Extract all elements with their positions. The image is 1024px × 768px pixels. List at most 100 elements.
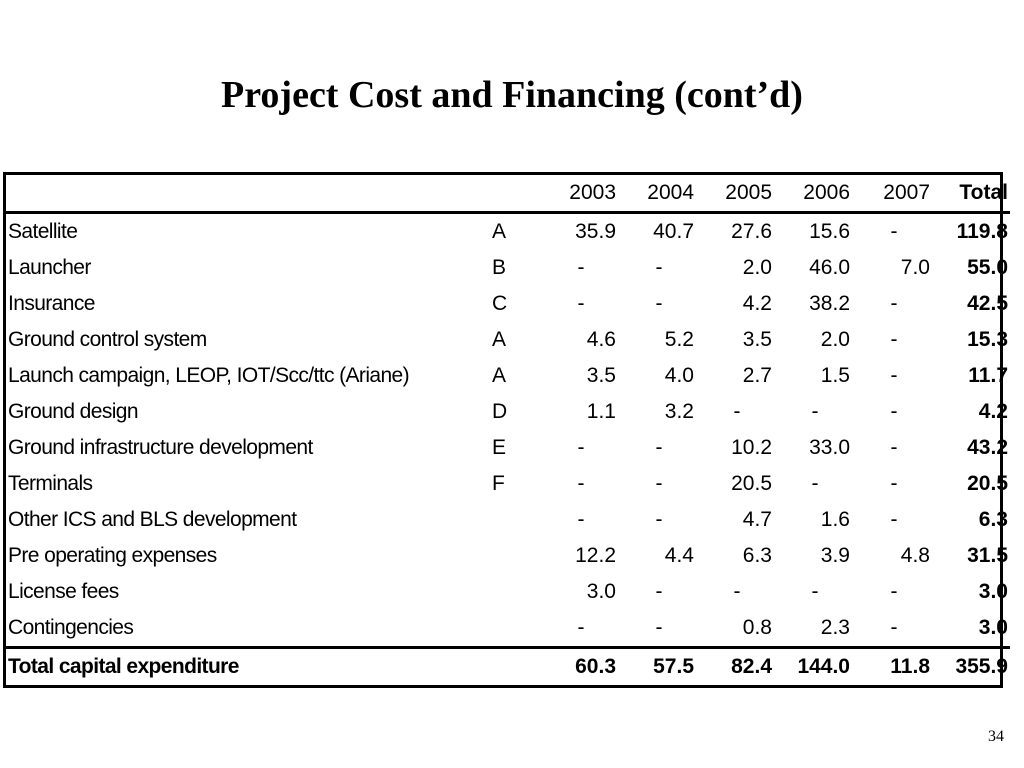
row-value-cell: 4.4 xyxy=(664,544,694,567)
row-value-cell: 3.2 xyxy=(664,400,694,423)
row-value-cell: 4.8 xyxy=(900,544,930,567)
row-value-cell: 35.9 xyxy=(575,220,616,243)
row-value-cell: - xyxy=(733,580,741,603)
row-total-cell: 119.8 xyxy=(956,220,1008,243)
row-code: C xyxy=(492,292,508,315)
row-code xyxy=(492,610,542,648)
row-value-cell: - xyxy=(890,580,898,603)
total-row-value-cell: 144.0 xyxy=(776,646,854,685)
row-value-cell: - xyxy=(655,616,663,639)
row-value-cell: 4.7 xyxy=(742,508,772,531)
row-total-cell: 43.2 xyxy=(967,436,1008,459)
row-value-cell: 12.2 xyxy=(575,544,616,567)
row-value-cell: 40.7 xyxy=(653,220,694,243)
row-value-cell: - xyxy=(655,580,663,603)
table-header-row: 2003 2004 2005 2006 2007 Total xyxy=(6,175,1010,214)
total-row-value-cell: 11.8 xyxy=(854,646,934,685)
row-code xyxy=(492,502,542,538)
row-value-cell: 7.0 xyxy=(900,256,930,279)
total-row: Total capital expenditure 60.3 57.5 82.4 144… xyxy=(6,646,1010,685)
cost-table-frame: 2003 2004 2005 2006 2007 Total Satellite… xyxy=(3,172,1010,688)
row-value-cell: 33.0 xyxy=(809,436,850,459)
row-value-cell: - xyxy=(890,328,898,351)
row-value-cell: - xyxy=(890,292,898,315)
row-value-cell: - xyxy=(890,508,898,531)
row-value-cell: 10.2 xyxy=(731,436,772,459)
row-code xyxy=(492,538,542,574)
row-value-cell: 3.9 xyxy=(820,544,850,567)
table-row: Satellite A 35.9 40.7 27.6 15.6 - 119.8 xyxy=(6,213,1010,251)
row-value-cell: - xyxy=(811,400,819,423)
row-value-cell: - xyxy=(890,220,898,243)
row-value-cell: - xyxy=(655,436,663,459)
row-value-cell: - xyxy=(890,364,898,387)
row-value-cell: 3.5 xyxy=(742,328,772,351)
row-label: Other ICS and BLS development xyxy=(8,508,297,531)
row-value-cell: - xyxy=(577,292,585,315)
row-code: A xyxy=(492,328,507,351)
row-code: E xyxy=(492,436,507,459)
row-label: Insurance xyxy=(8,292,95,315)
header-year-2005: 2005 xyxy=(698,175,776,214)
row-label: Ground infrastructure development xyxy=(8,436,313,459)
row-total-cell: 55.0 xyxy=(967,256,1008,279)
row-code: A xyxy=(492,364,507,387)
row-value-cell: 4.6 xyxy=(586,328,616,351)
row-value-cell: - xyxy=(577,256,585,279)
total-row-value-cell: 57.5 xyxy=(620,646,698,685)
header-year-2004: 2004 xyxy=(620,175,698,214)
row-value-cell: 46.0 xyxy=(809,256,850,279)
table-row: Launcher B - - 2.0 46.0 7.0 55.0 xyxy=(6,250,1010,286)
slide-title: Project Cost and Financing (cont’d) xyxy=(221,74,803,116)
row-value-cell: - xyxy=(890,472,898,495)
row-value-cell: 20.5 xyxy=(731,472,772,495)
row-label: Ground design xyxy=(8,400,139,423)
row-total-cell: 15.3 xyxy=(967,328,1008,351)
row-value-cell: - xyxy=(811,580,819,603)
row-value-cell: - xyxy=(577,472,585,495)
total-row-value-cell: 60.3 xyxy=(542,646,620,685)
row-label: License fees xyxy=(8,580,119,603)
total-row-total-cell: 355.9 xyxy=(934,646,1010,685)
row-value-cell: - xyxy=(733,400,741,423)
row-label: Launch campaign, LEOP, IOT/Scc/ttc (Aria… xyxy=(8,364,410,387)
row-value-cell: 1.5 xyxy=(820,364,850,387)
row-value-cell: 0.8 xyxy=(742,616,772,639)
row-value-cell: 3.0 xyxy=(586,580,616,603)
row-value-cell: 5.2 xyxy=(664,328,694,351)
header-code-cell xyxy=(492,175,542,214)
row-value-cell: - xyxy=(655,508,663,531)
row-value-cell: - xyxy=(577,508,585,531)
row-total-cell: 42.5 xyxy=(967,292,1008,315)
row-value-cell: - xyxy=(577,616,585,639)
row-value-cell: - xyxy=(655,292,663,315)
total-row-value-cell: 82.4 xyxy=(698,646,776,685)
row-value-cell: 2.7 xyxy=(742,364,772,387)
row-value-cell: - xyxy=(811,472,819,495)
row-label: Terminals xyxy=(8,472,93,495)
row-value-cell: 2.3 xyxy=(820,616,850,639)
header-year-2003: 2003 xyxy=(542,175,620,214)
row-value-cell: 27.6 xyxy=(731,220,772,243)
table-row: Terminals F - - 20.5 - - 20.5 xyxy=(6,466,1010,502)
table-row: Contingencies - - 0.8 2.3 - 3.0 xyxy=(6,610,1010,648)
row-value-cell: 4.2 xyxy=(742,292,772,315)
total-row-label: Total capital expenditure xyxy=(6,646,492,685)
row-value-cell: 2.0 xyxy=(820,328,850,351)
header-total: Total xyxy=(934,175,1010,214)
row-value-cell: 1.6 xyxy=(820,508,850,531)
row-value-cell: 38.2 xyxy=(809,292,850,315)
row-value-cell: - xyxy=(890,400,898,423)
table-row: License fees 3.0 - - - - 3.0 xyxy=(6,574,1010,610)
table-row: Insurance C - - 4.2 38.2 - 42.5 xyxy=(6,286,1010,322)
row-value-cell: 1.1 xyxy=(586,400,616,423)
row-value-cell: - xyxy=(890,616,898,639)
row-value-cell: 15.6 xyxy=(809,220,850,243)
row-code xyxy=(492,574,542,610)
table-row: Pre operating expenses 12.2 4.4 6.3 3.9 4.8 31… xyxy=(6,538,1010,574)
row-value-cell: - xyxy=(890,436,898,459)
cost-table: 2003 2004 2005 2006 2007 Total Satellite… xyxy=(6,175,1010,685)
table-body: Satellite A 35.9 40.7 27.6 15.6 - 119.8 Launcher… xyxy=(6,213,1010,685)
row-value-cell: - xyxy=(655,256,663,279)
row-value-cell: 6.3 xyxy=(742,544,772,567)
